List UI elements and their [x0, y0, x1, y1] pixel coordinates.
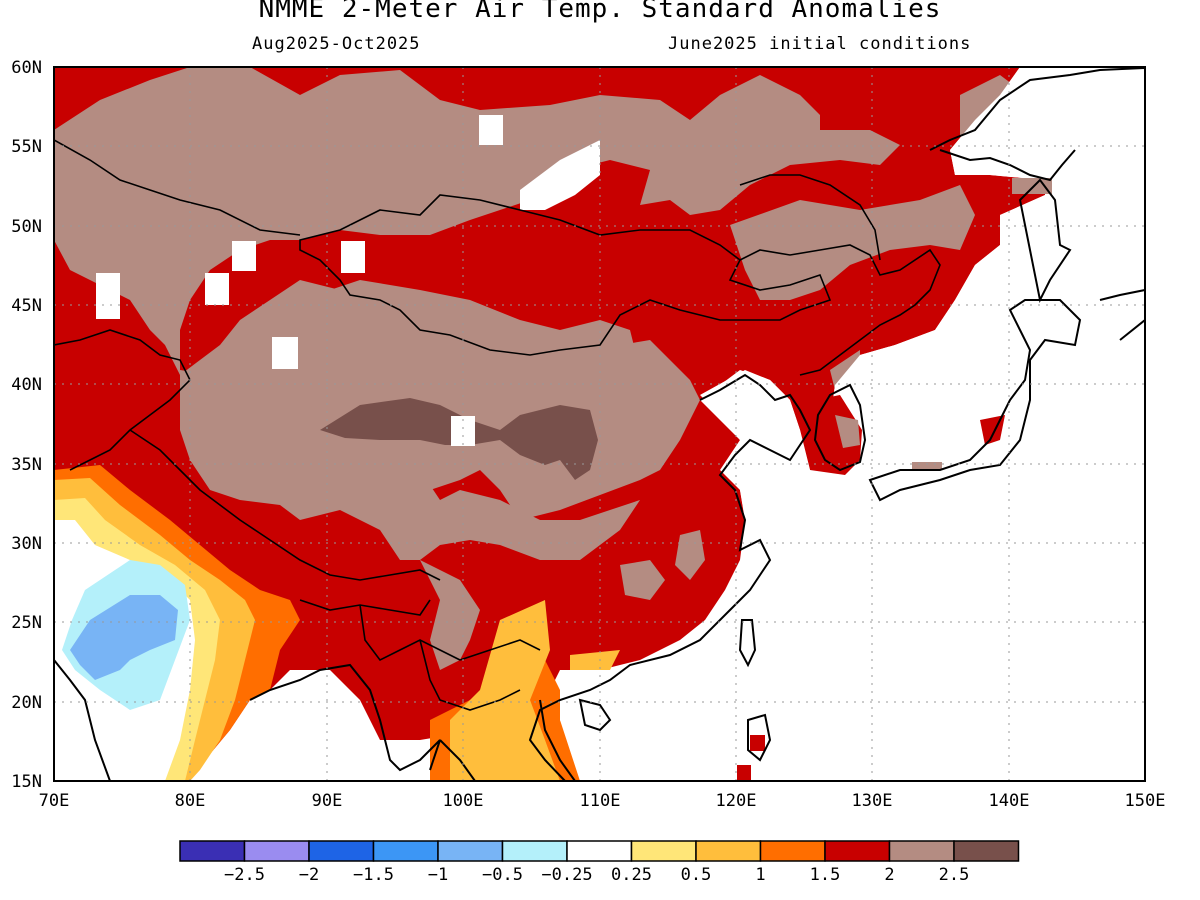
lake-cell	[205, 273, 229, 305]
lon-tick-label: 90E	[312, 791, 343, 811]
anomaly-region-brown-5	[420, 560, 480, 670]
lon-tick-label: 110E	[580, 791, 621, 811]
map-title: NMME 2-Meter Air Temp. Standard Anomalie…	[258, 0, 942, 24]
sea-area-east	[560, 290, 1145, 781]
legend-swatches	[179, 840, 1020, 862]
lat-tick-label: 40N	[11, 375, 42, 395]
lake-cell	[232, 241, 256, 271]
legend-swatch	[501, 840, 568, 862]
legend-label: 2.5	[939, 865, 970, 885]
anomaly-region-amber-ch	[570, 650, 620, 670]
anomaly-region-brown-4	[730, 185, 975, 300]
lat-tick-label: 30N	[11, 534, 42, 554]
legend-label: 1.5	[810, 865, 841, 885]
anomaly-region-korea-brown	[835, 415, 860, 448]
anomaly-region-brown-3	[180, 370, 640, 560]
legend-label: 0.25	[611, 865, 652, 885]
lake-cell	[272, 337, 298, 369]
lat-tick-label: 45N	[11, 296, 42, 316]
legend-label: 2	[884, 865, 894, 885]
legend-label: −2.5	[224, 865, 265, 885]
legend-swatch	[243, 840, 310, 862]
anomaly-region-lightblue	[70, 595, 178, 680]
legend-swatch	[372, 840, 439, 862]
lat-tick-label: 15N	[11, 772, 42, 792]
lat-tick-label: 25N	[11, 613, 42, 633]
legend-swatch	[437, 840, 504, 862]
anomaly-region-korea	[812, 395, 862, 470]
legend-swatch	[824, 840, 891, 862]
anomaly-cell	[912, 462, 942, 470]
longitude-axis: 70E 80E 90E 100E 110E 120E 130E 140E 150…	[39, 791, 1166, 811]
legend-swatch	[308, 840, 375, 862]
lon-tick-label: 130E	[852, 791, 893, 811]
legend-swatch	[759, 840, 826, 862]
anomaly-region-brown-6	[620, 560, 665, 600]
coastlines	[54, 67, 1145, 781]
anomaly-region-brown-7	[675, 530, 705, 580]
lon-tick-label: 70E	[39, 791, 70, 811]
lat-tick-label: 35N	[11, 455, 42, 475]
lon-tick-label: 80E	[175, 791, 206, 811]
sea-area-japan	[830, 80, 1145, 470]
legend-label: −1.5	[353, 865, 394, 885]
lon-tick-label: 120E	[716, 791, 757, 811]
lake-baikal-cell	[520, 140, 600, 210]
anomaly-region-brown-2	[270, 280, 640, 400]
legend-swatch	[695, 840, 762, 862]
lat-tick-label: 20N	[11, 693, 42, 713]
lat-tick-label: 55N	[11, 137, 42, 157]
initial-conditions: June2025 initial conditions	[668, 34, 972, 54]
legend-label: −2	[299, 865, 319, 885]
legend-label: 1	[755, 865, 765, 885]
anomaly-cell	[750, 735, 765, 751]
forecast-period: Aug2025-Oct2025	[252, 34, 421, 54]
lake-cell	[341, 241, 365, 273]
lake-cell	[96, 273, 120, 319]
legend-swatch	[953, 840, 1020, 862]
map-frame	[53, 66, 1146, 782]
legend-swatch	[888, 840, 955, 862]
legend-swatch	[179, 840, 246, 862]
legend-label: −0.25	[541, 865, 592, 885]
legend-label: −0.5	[482, 865, 523, 885]
anomaly-cell	[737, 765, 751, 781]
latitude-axis: 15N 20N 25N 30N 35N 40N 45N 50N 55N 60N	[11, 58, 42, 792]
grid-lines	[54, 67, 1145, 781]
lat-tick-label: 60N	[11, 58, 42, 78]
lake-cell	[479, 115, 503, 145]
legend-swatch	[630, 840, 697, 862]
lon-tick-label: 150E	[1125, 791, 1166, 811]
legend-label: 0.5	[681, 865, 712, 885]
sea-area-okhotsk	[950, 67, 1145, 180]
anomaly-region-amber-se	[450, 600, 560, 781]
legend-swatch	[566, 840, 633, 862]
lon-tick-label: 140E	[989, 791, 1030, 811]
legend-label: −1	[428, 865, 448, 885]
legend-labels: −2.5 −2 −1.5 −1 −0.5 −0.25 0.25 0.5 1 1.5 2 2.5	[224, 865, 969, 885]
lat-tick-label: 50N	[11, 217, 42, 237]
lon-tick-label: 100E	[443, 791, 484, 811]
anomaly-field	[54, 67, 1145, 781]
